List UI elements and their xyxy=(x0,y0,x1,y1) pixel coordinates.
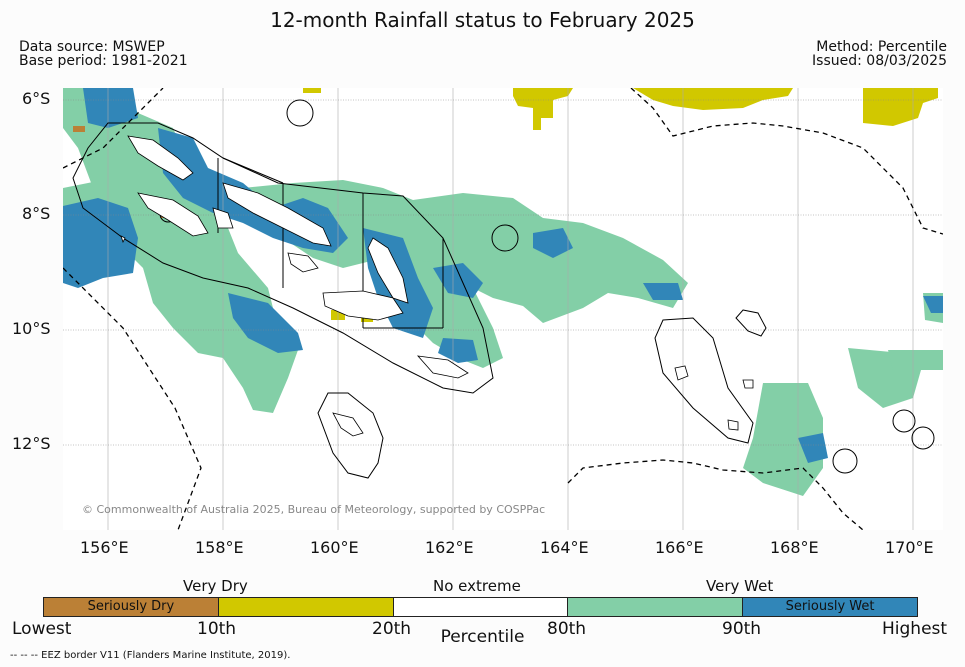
map-canvas xyxy=(63,88,943,530)
very-wet-areas xyxy=(63,88,943,496)
legend-swatch-very-wet xyxy=(568,598,744,616)
legend-category-no-extreme: No extreme xyxy=(433,577,521,595)
map-title: 12-month Rainfall status to February 202… xyxy=(270,8,695,32)
tick-10th: 10th xyxy=(197,619,237,639)
legend-category-very-wet: Very Wet xyxy=(706,577,774,595)
rainfall-map xyxy=(63,88,943,530)
legend-swatch-no-extreme xyxy=(393,598,569,616)
lon-label-164e: 164°E xyxy=(540,538,589,557)
tick-90th: 90th xyxy=(722,619,762,639)
lat-label-8s: 8°S xyxy=(22,204,51,223)
coastlines xyxy=(120,135,754,437)
lon-label-162e: 162°E xyxy=(425,538,474,557)
legend-swatch-very-dry xyxy=(218,598,394,616)
issued-date-label: Issued: 08/03/2025 xyxy=(812,53,947,69)
legend-swatch-seriously-dry: Seriously Dry xyxy=(44,598,219,616)
tick-80th: 80th xyxy=(547,619,587,639)
lon-label-170e: 170°E xyxy=(885,538,934,557)
lon-label-168e: 168°E xyxy=(770,538,819,557)
lat-label-10s: 10°S xyxy=(12,319,51,338)
lon-label-160e: 160°E xyxy=(310,538,359,557)
lon-label-158e: 158°E xyxy=(195,538,244,557)
lat-label-12s: 12°S xyxy=(12,434,51,453)
lon-label-166e: 166°E xyxy=(655,538,704,557)
eez-border-note: -- -- -- EEZ border V11 (Flanders Marine… xyxy=(10,650,291,661)
data-source-label: Data source: MSWEP xyxy=(19,39,165,55)
lat-label-6s: 6°S xyxy=(22,89,51,108)
tick-lowest: Lowest xyxy=(12,619,72,639)
island-group-outlines xyxy=(72,122,767,479)
lon-label-156e: 156°E xyxy=(80,538,129,557)
tick-20th: 20th xyxy=(372,619,412,639)
legend-category-very-dry: Very Dry xyxy=(183,577,248,595)
tick-highest: Highest xyxy=(882,619,948,639)
percentile-axis-title: Percentile xyxy=(440,627,525,647)
copyright-notice: © Commonwealth of Australia 2025, Bureau… xyxy=(82,503,546,516)
base-period-label: Base period: 1981-2021 xyxy=(19,53,188,69)
legend-swatch-seriously-wet: Seriously Wet xyxy=(743,598,917,616)
method-label: Method: Percentile xyxy=(816,39,947,55)
percentile-colorbar: Seriously Dry Seriously Wet xyxy=(43,597,918,617)
graticule xyxy=(63,99,943,446)
